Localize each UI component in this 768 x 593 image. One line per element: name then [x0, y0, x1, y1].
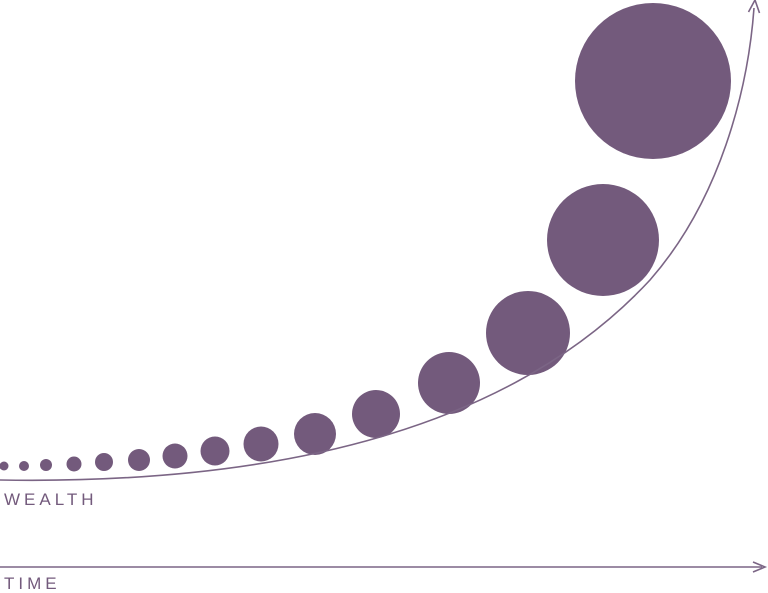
growth-dot-5 [95, 453, 113, 471]
growth-dot-2 [19, 461, 29, 471]
wealth-label: WEALTH [4, 490, 98, 509]
growth-dot-11 [352, 390, 400, 438]
growth-dot-6 [128, 449, 150, 471]
growth-dot-9 [243, 426, 279, 462]
growth-dot-15 [575, 3, 731, 159]
growth-dot-7 [162, 443, 188, 469]
growth-curve [0, 7, 755, 482]
growth-dot-10 [294, 413, 336, 455]
time-arrowhead-icon [752, 561, 768, 573]
growth-dot-13 [486, 291, 570, 375]
growth-dot-12 [418, 352, 480, 414]
growth-dot-8 [200, 436, 230, 466]
dots-group [0, 3, 731, 472]
growth-dot-1 [0, 461, 9, 471]
growth-dot-3 [40, 459, 52, 471]
growth-dot-4 [66, 456, 82, 472]
growth-dot-14 [547, 184, 659, 296]
time-label: TIME [4, 574, 61, 593]
curve-arrowhead-icon [747, 0, 761, 14]
